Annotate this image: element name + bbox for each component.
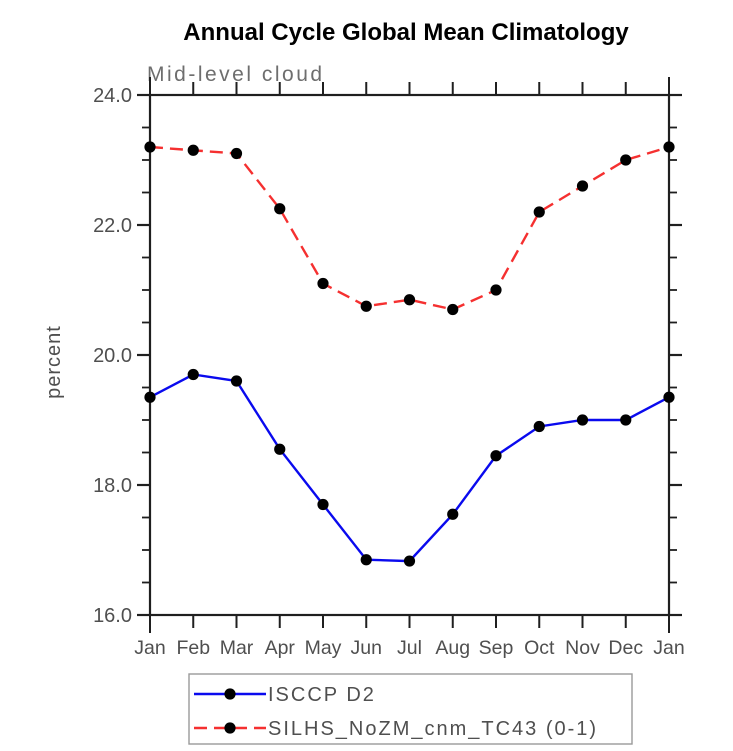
series-1-marker — [533, 206, 545, 218]
series-1-marker — [663, 141, 675, 153]
series-0-marker — [274, 443, 286, 455]
x-tick-label: Dec — [608, 637, 643, 659]
x-tick-label: Jul — [397, 637, 422, 659]
series-1-marker — [144, 141, 156, 153]
x-tick-label: Sep — [479, 637, 514, 659]
series-1-marker — [187, 144, 199, 156]
series-0-marker — [533, 420, 545, 433]
x-tick-label: Mar — [220, 637, 254, 659]
x-tick-label: May — [305, 637, 342, 659]
series-1-marker — [360, 300, 372, 312]
series-line-0 — [149, 373, 670, 563]
axis-ticks — [137, 77, 682, 633]
series-1-marker — [403, 294, 416, 306]
series-1-marker — [230, 147, 243, 160]
y-tick-label: 22.0 — [93, 215, 132, 237]
legend-marker-0 — [224, 688, 236, 700]
x-tick-label: Nov — [565, 637, 600, 659]
y-tick-label: 16.0 — [93, 605, 132, 627]
y-tick-label: 24.0 — [93, 85, 132, 107]
x-tick-labels: Jan Feb Mar Apr May Jun Jul Aug Sep Oct Nov Dec Jan — [134, 637, 684, 659]
plot-frame — [148, 93, 671, 617]
x-tick-label: Jan — [134, 637, 165, 659]
chart-title: Annual Cycle Global Mean Climatology — [183, 19, 629, 46]
x-tick-label: Jan — [653, 637, 684, 659]
series-0-marker — [576, 414, 589, 426]
x-tick-label: Oct — [524, 637, 555, 659]
y-axis-label: percent — [43, 325, 65, 399]
series-0-marker — [317, 498, 329, 511]
legend-label-1: SILHS_NoZM_cnm_TC43 (0-1) — [268, 718, 598, 740]
y-tick-label: 20.0 — [93, 345, 132, 367]
y-tick-labels: 16.0 18.0 20.0 22.0 24.0 — [93, 85, 132, 627]
x-tick-label: Apr — [265, 637, 296, 659]
series-0-marker — [144, 391, 156, 403]
series-1-marker — [317, 277, 329, 290]
series-1-marker — [576, 180, 589, 192]
series-0-marker — [187, 368, 199, 381]
series-0-marker — [360, 554, 372, 566]
series-0-marker — [447, 508, 459, 520]
data-series — [144, 141, 675, 567]
legend-box — [188, 673, 633, 745]
legend-marker-1 — [224, 722, 236, 734]
x-tick-label: Jun — [351, 637, 382, 659]
series-1-marker — [274, 203, 286, 215]
x-tick-label: Feb — [176, 637, 210, 659]
plot-border — [148, 93, 671, 617]
series-0-marker — [403, 555, 416, 567]
series-1-marker — [490, 284, 502, 296]
series-1-marker — [620, 154, 632, 166]
legend-label-0: ISCCP D2 — [268, 684, 376, 706]
series-0-marker — [490, 450, 502, 462]
legend: ISCCP D2 SILHS_NoZM_cnm_TC43 (0-1) — [188, 673, 633, 745]
x-tick-label: Aug — [435, 637, 470, 659]
y-tick-label: 18.0 — [93, 475, 132, 497]
chart-subtitle: Mid-level cloud — [147, 63, 325, 86]
series-0-marker — [230, 375, 243, 387]
series-1-marker — [447, 303, 459, 316]
series-0-marker — [620, 414, 632, 426]
series-0-marker — [663, 391, 675, 403]
series-line-1 — [149, 145, 670, 311]
